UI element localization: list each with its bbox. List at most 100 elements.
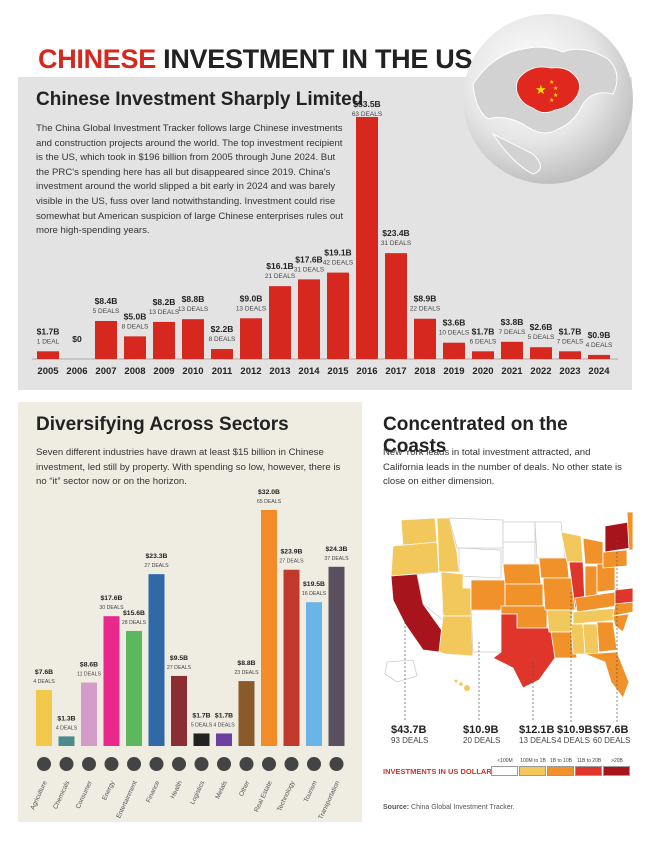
state-utah (441, 572, 471, 616)
legend-swatch (547, 766, 574, 776)
deal-label-2005: 1 DEAL (37, 338, 60, 345)
legend-item: <100M (491, 758, 519, 776)
tick-label-other: Other (238, 779, 252, 797)
bar-2024 (588, 355, 610, 359)
deal-label-2007: 5 DEALS (93, 308, 120, 315)
deal-label-2012: 13 DEALS (236, 305, 267, 312)
legend-label: 11B to 20B (575, 758, 603, 766)
bar-transportation (329, 567, 345, 746)
svg-text:★: ★ (535, 82, 547, 97)
tick-label-2021: 2021 (501, 366, 523, 377)
globe-icon (307, 757, 321, 771)
state-alabama (583, 624, 599, 654)
deal-label-2023: 7 DEALS (557, 338, 584, 345)
value-label-logistics: $1.7B (192, 712, 210, 719)
bar-other (239, 681, 255, 746)
legend-label: <100M (491, 758, 519, 766)
value-label-metals: $1.7B (215, 712, 233, 719)
tick-label-logistics: Logistics (189, 779, 206, 806)
tick-label-chemicals: Chemicals (52, 779, 71, 810)
legend-swatch (519, 766, 546, 776)
state-south-dakota (503, 542, 535, 564)
value-label-finance: $23.3B (146, 553, 168, 560)
deal-label-2013: 21 DEALS (265, 273, 296, 280)
state-south-carolina (613, 614, 629, 632)
section-body-coasts: New York leads in total investment attra… (383, 446, 628, 490)
globe-illustration: ★ ★ ★ ★ ★ (463, 14, 633, 184)
legend-item: 1B to 10B (547, 758, 575, 776)
deal-label-tourism: 16 DEALS (302, 591, 327, 597)
state-alaska (385, 660, 417, 682)
value-label-real-estate: $32.0B (258, 489, 280, 496)
deal-label-consumer: 11 DEALS (77, 672, 101, 678)
tick-label-entertainment: Entertainment (115, 780, 139, 820)
deal-label-2022: 5 DEALS (528, 334, 555, 341)
svg-text:★: ★ (549, 79, 554, 86)
deal-label-technology: 27 DEALS (279, 559, 304, 565)
bar-2017 (385, 253, 407, 359)
value-label-2006: $0 (72, 334, 82, 344)
value-label-2011: $2.2B (211, 324, 234, 334)
tick-label-2013: 2013 (269, 366, 290, 377)
state-north-dakota (503, 522, 535, 542)
tick-label-metals: Metals (214, 779, 229, 800)
state-nebraska (503, 564, 541, 584)
value-label-2010: $8.8B (182, 294, 205, 304)
tick-label-2011: 2011 (212, 366, 233, 377)
cart-icon (82, 757, 96, 771)
page-title: CHINESE INVESTMENT IN THE US (38, 44, 472, 75)
bar-technology (284, 570, 300, 746)
state-virginia (615, 588, 633, 604)
value-label-consumer: $8.6B (80, 662, 98, 669)
svg-text:★: ★ (549, 97, 554, 104)
bar-2011 (211, 349, 233, 359)
bar-entertainment (126, 631, 142, 746)
value-label-technology: $23.9B (281, 549, 303, 556)
bar-tourism (306, 602, 322, 746)
state-hawaii (464, 685, 470, 691)
legend-label: 1B to 10B (547, 758, 575, 766)
bar-chemicals (59, 736, 75, 746)
value-label-agriculture: $7.6B (35, 669, 53, 676)
bar-2009 (153, 322, 175, 359)
bar-metals (216, 733, 232, 746)
bar-2012 (240, 318, 262, 359)
deal-label-health: 27 DEALS (167, 665, 192, 671)
tick-label-real-estate: Real Estate (253, 780, 274, 814)
bar-2016 (356, 117, 378, 359)
bar-energy (104, 616, 120, 746)
bar-2007 (95, 321, 117, 359)
bar-2010 (182, 319, 204, 359)
value-label-2022: $2.6B (530, 322, 553, 332)
legend-swatch (491, 766, 518, 776)
svg-text:★: ★ (553, 85, 558, 92)
value-label-2007: $8.4B (95, 296, 118, 306)
tick-label-finance: Finance (145, 780, 161, 804)
deal-label-2014: 31 DEALS (294, 266, 325, 273)
state-georgia (597, 622, 617, 652)
bar-2008 (124, 336, 146, 359)
flask-icon (60, 757, 74, 771)
tick-label-2017: 2017 (385, 366, 406, 377)
value-label-2023: $1.7B (559, 326, 582, 336)
sector-bar-chart: $7.6B 4 DEALS Agriculture $1.3B 4 DEALS Chemi… (18, 402, 362, 822)
value-label-other: $8.8B (237, 660, 255, 667)
tick-label-2018: 2018 (414, 366, 435, 377)
bar-2019 (443, 343, 465, 359)
value-label-2013: $16.1B (266, 261, 293, 271)
state-michigan (583, 538, 603, 564)
state-colorado (471, 580, 505, 610)
value-label-2021: $3.8B (501, 317, 524, 327)
state-washington (401, 518, 437, 546)
tick-label-2012: 2012 (240, 366, 261, 377)
tick-label-agriculture: Agriculture (29, 780, 49, 811)
legend-label: 100M to 1B (519, 758, 547, 766)
state-new-york (605, 522, 631, 552)
value-label-2016: $53.5B (353, 99, 380, 109)
state-kansas (505, 584, 543, 606)
deal-label-2020: 6 DEALS (470, 338, 497, 345)
value-label-chemicals: $1.3B (57, 715, 75, 722)
tick-label-2016: 2016 (356, 366, 377, 377)
wheat-icon (37, 757, 51, 771)
bar-2015 (327, 273, 349, 359)
